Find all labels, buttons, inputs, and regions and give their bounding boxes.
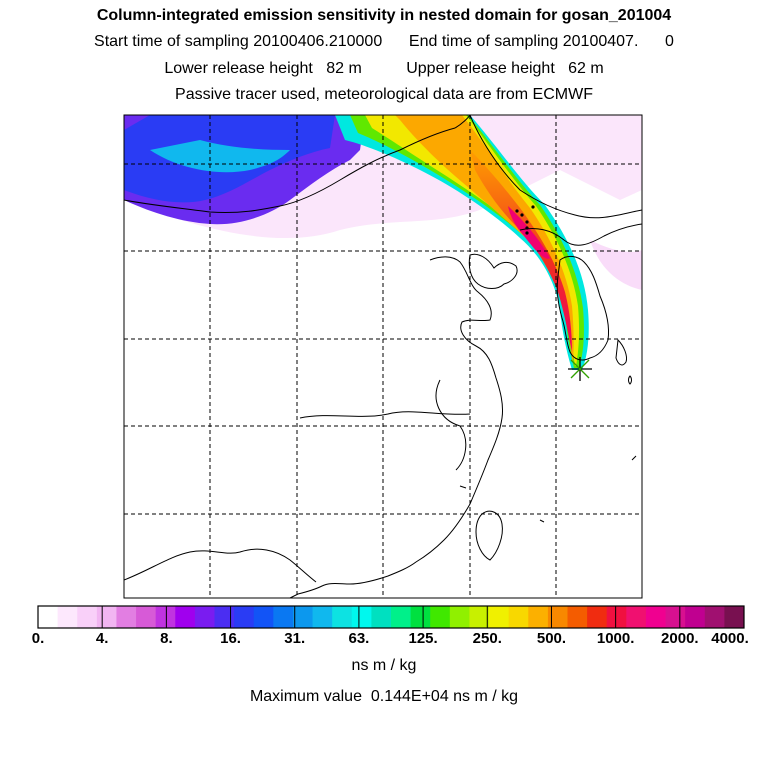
color-scale-swatch [214, 606, 235, 628]
color-scale-swatch [469, 606, 490, 628]
color-scale-swatch [685, 606, 706, 628]
plume-core [470, 150, 572, 352]
color-scale-swatch [567, 606, 588, 628]
color-scale-tick-label: 4000. [711, 630, 749, 647]
color-scale-tick-label: 2000. [661, 630, 699, 647]
color-scale-swatch [175, 606, 196, 628]
color-scale-swatch [155, 606, 176, 628]
sampling-time-line: Start time of sampling 20100406.210000 E… [94, 33, 674, 50]
japan-coast [615, 338, 627, 366]
coastline-china [289, 256, 503, 599]
color-scale-swatch [508, 606, 529, 628]
map-title: Column-integrated emission sensitivity i… [96, 7, 672, 24]
color-scale-swatch [410, 606, 431, 628]
coastline-bohai [468, 253, 518, 289]
color-scale-tick-label: 8. [160, 630, 173, 647]
yangtze-river [299, 411, 471, 419]
color-scale-swatch [38, 606, 59, 628]
color-scale-swatch [96, 606, 117, 628]
color-scale-swatch [77, 606, 98, 628]
color-scale-swatch [273, 606, 294, 628]
color-scale-swatch [489, 606, 510, 628]
taiwan-island [475, 510, 503, 561]
color-scale-tick-label: 500. [536, 630, 567, 647]
tracer-info-line: Passive tracer used, meteorological data… [175, 86, 593, 103]
grid-layer [124, 115, 642, 598]
color-scale-tick-label: 250. [472, 630, 502, 647]
color-scale-frame [37, 605, 745, 629]
border-line [123, 114, 471, 214]
color-scale-swatch [194, 606, 215, 628]
units-label: ns m / kg [351, 657, 417, 674]
color-scale-swatch [391, 606, 412, 628]
color-scale-swatch [332, 606, 353, 628]
color-scale-swatch [626, 606, 647, 628]
color-scale-bar [37, 606, 745, 628]
border-line-east [469, 114, 643, 219]
color-scale-tick-label: 63. [348, 630, 370, 647]
color-scale-swatch [449, 606, 470, 628]
color-scale-swatch [234, 606, 255, 628]
color-scale-swatch [292, 606, 314, 628]
south-islands [459, 455, 637, 523]
color-scale-swatch [116, 606, 137, 628]
color-scale-swatch [253, 606, 274, 628]
color-scale-swatch [312, 606, 333, 628]
position-markers [515, 205, 535, 235]
color-scale-swatch [645, 606, 667, 628]
color-scale-swatch [351, 606, 372, 628]
color-scale-tick-label: 4. [95, 630, 109, 647]
color-scale-swatch [704, 606, 725, 628]
color-scale-swatch [665, 606, 686, 628]
color-scale-swatch [136, 606, 157, 628]
inland-border [435, 379, 467, 471]
map-frame [123, 114, 643, 599]
color-scale-swatch [371, 606, 392, 628]
max-value-label: Maximum value 0.144E+04 ns m / kg [249, 688, 519, 705]
release-height-line: Lower release height 82 m Upper release … [164, 60, 604, 77]
field-layer [124, 115, 642, 370]
color-scale-swatch [547, 606, 568, 628]
color-scale-tick-label: 31. [284, 630, 306, 647]
color-scale-swatch [587, 606, 608, 628]
low-sensitivity-patch-east [590, 240, 642, 290]
color-scale-swatch [430, 606, 451, 628]
color-scale-swatch [528, 606, 549, 628]
japan-island-small [628, 375, 632, 385]
color-scale-swatch [724, 606, 745, 628]
coastline-south [123, 548, 317, 583]
color-scale-tick-label: 0. [31, 630, 45, 647]
color-scale-tick-label: 125. [408, 630, 438, 647]
color-scale-swatch [606, 606, 627, 628]
release-site-star-icon [568, 357, 592, 381]
coastline-korea-north [519, 223, 643, 246]
color-scale-tick-label: 1000. [596, 630, 635, 647]
coastline-korea [556, 255, 609, 361]
color-scale-swatch [57, 606, 78, 628]
cyan-region [150, 140, 290, 173]
color-scale-tick-label: 16. [220, 630, 241, 647]
plume-max [508, 206, 550, 259]
coastline-layer [123, 114, 643, 599]
